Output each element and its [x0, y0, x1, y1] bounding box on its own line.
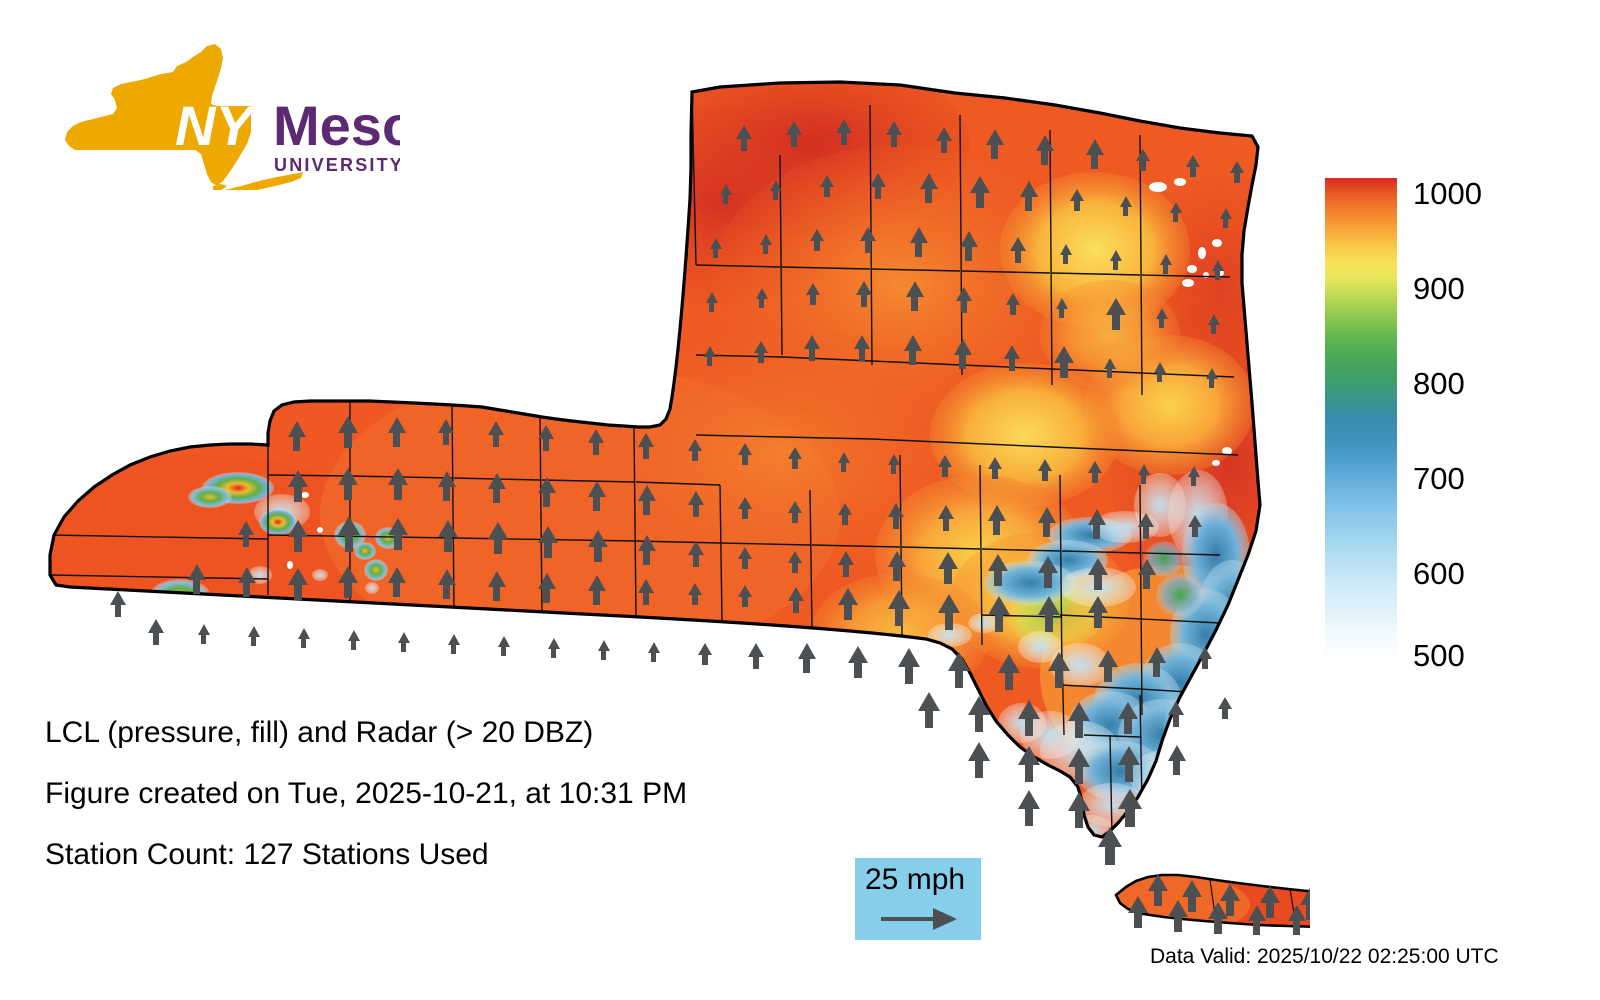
caption-station-count: Station Count: 127 Stations Used: [45, 838, 489, 871]
colorbar-tick-500: 500: [1413, 638, 1465, 673]
nys-mesonet-logo: NYS Mesonet UNIVERSITY AT ALBANY: [55, 40, 400, 190]
caption-title: LCL (pressure, fill) and Radar (> 20 DBZ…: [45, 716, 594, 749]
wind-vector-arrow-icon: [877, 904, 961, 934]
data-valid-timestamp: Data Valid: 2025/10/22 02:25:00 UTC: [1150, 945, 1499, 968]
wind-speed-legend: 25 mph: [855, 858, 981, 940]
colorbar-tick-900: 900: [1413, 271, 1465, 306]
new-york-state-border: [48, 80, 1262, 839]
long-island-border: [1114, 873, 1310, 928]
colorbar-tick-1000: 1000: [1413, 176, 1482, 211]
colorbar-tick-600: 600: [1413, 556, 1465, 591]
colorbar-tick-labels: 1000 900 800 700 600 500: [1413, 176, 1563, 671]
lcl-pressure-radar-map: [20, 35, 1310, 935]
inland-lakes: [287, 178, 1232, 569]
colorbar-gradient: [1325, 178, 1397, 658]
logo-secondary-text: Mesonet: [273, 94, 400, 157]
colorbar-tick-800: 800: [1413, 366, 1465, 401]
wind-legend-label: 25 mph: [865, 863, 966, 896]
new-york-state-outline-icon: [65, 44, 303, 190]
wind-barb-field: [110, 119, 1310, 935]
colorbar-tick-700: 700: [1413, 461, 1465, 496]
colorbar: 1000 900 800 700 600 500: [1325, 176, 1570, 671]
figure-caption: LCL (pressure, fill) and Radar (> 20 DBZ…: [45, 718, 805, 901]
logo-primary-text: NYS: [175, 94, 290, 157]
logo-subtitle: UNIVERSITY AT ALBANY: [274, 155, 400, 175]
caption-created-time: Figure created on Tue, 2025-10-21, at 10…: [45, 777, 688, 810]
